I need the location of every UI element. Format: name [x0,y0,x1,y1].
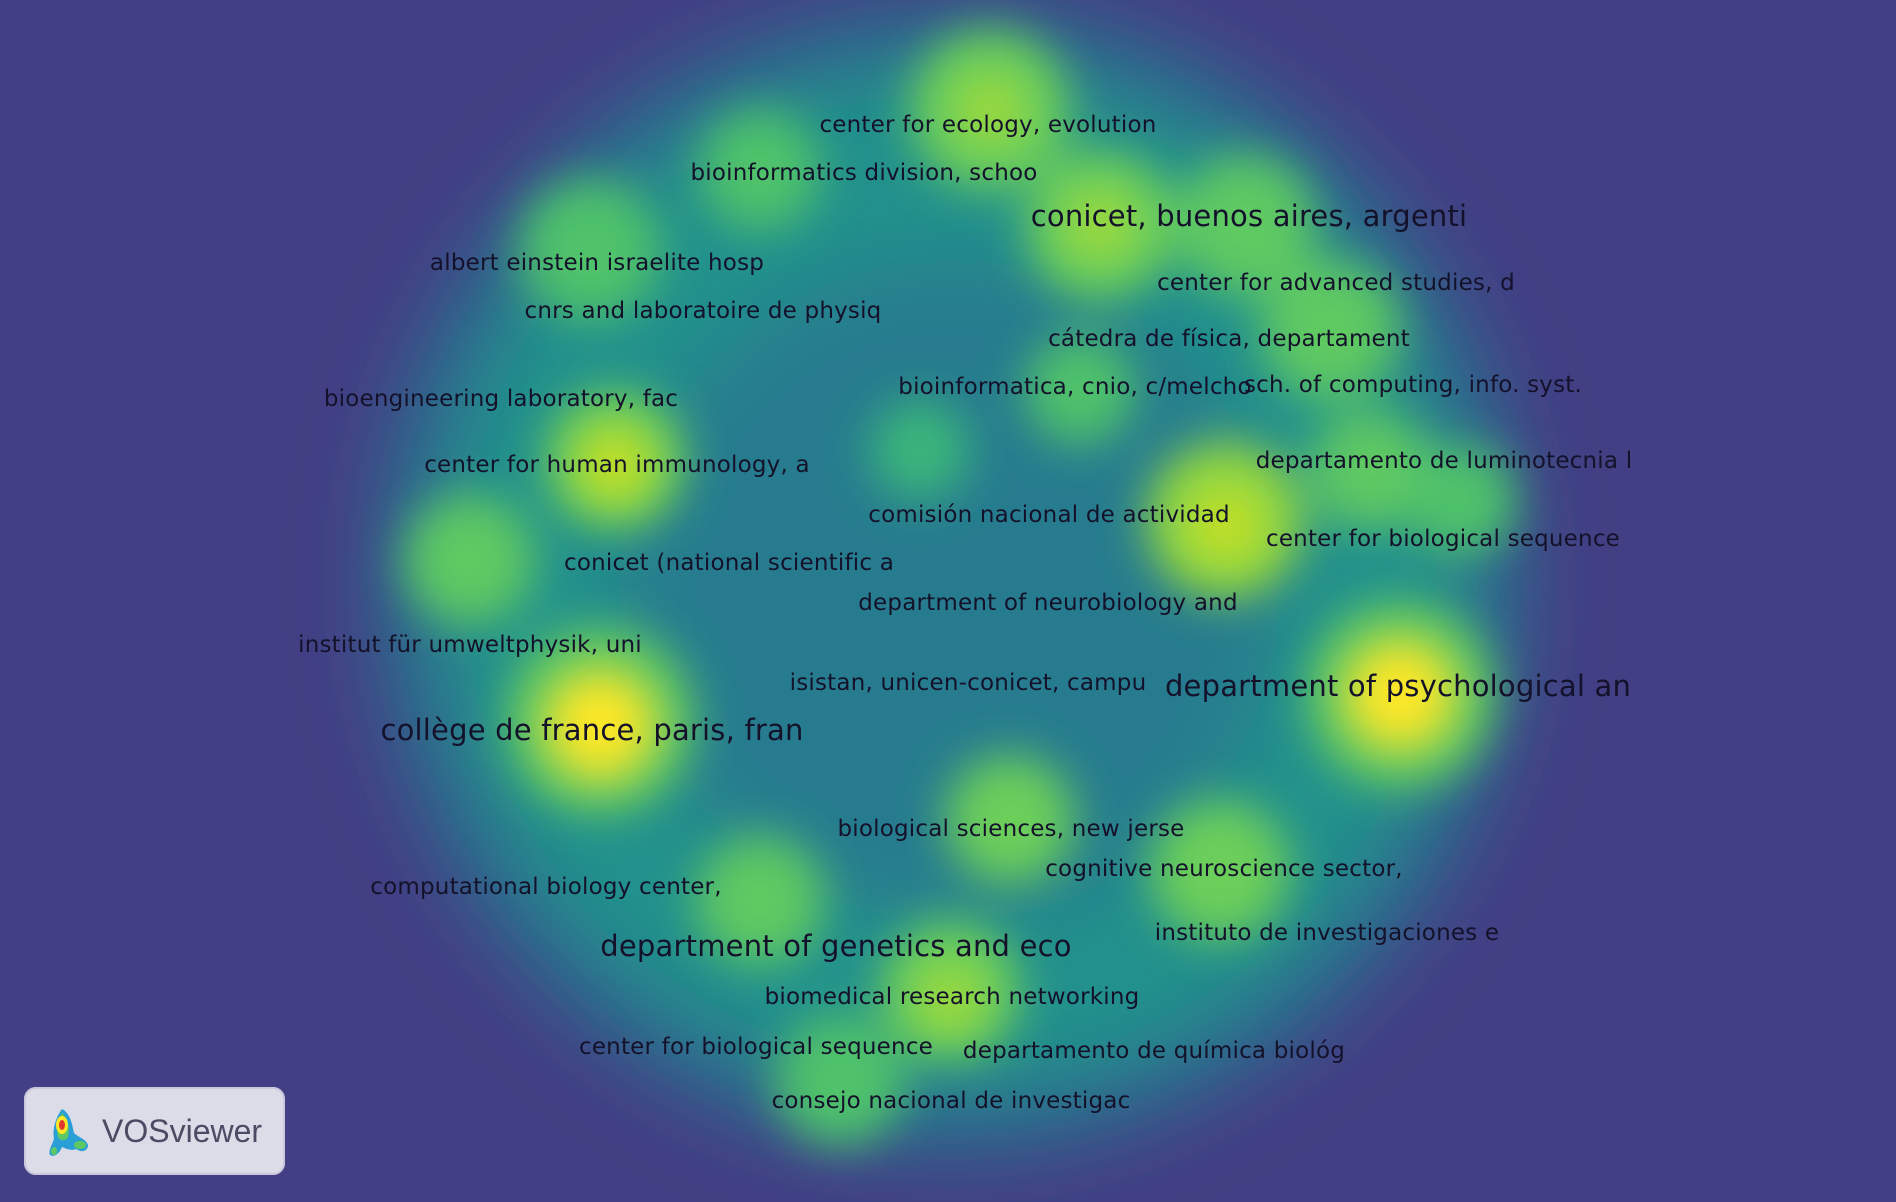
node-label[interactable]: department of genetics and eco [600,929,1072,963]
node-label[interactable]: computational biology center, [370,874,722,900]
node-label[interactable]: institut für umweltphysik, uni [298,632,642,658]
node-label[interactable]: isistan, unicen-conicet, campu [789,670,1147,696]
node-label[interactable]: departamento de química biológ [962,1038,1346,1064]
node-label[interactable]: center for biological sequence [1265,526,1621,552]
node-label[interactable]: department of neurobiology and [858,590,1238,616]
node-label[interactable]: albert einstein israelite hosp [429,250,765,276]
node-label[interactable]: sch. of computing, info. syst. [1243,372,1583,398]
node-label[interactable]: conicet (national scientific a [564,550,894,576]
vosviewer-logo-icon [49,1109,88,1156]
node-label[interactable]: bioengineering laboratory, fac [323,386,679,412]
node-label[interactable]: conicet, buenos aires, argenti [1030,199,1468,233]
node-label[interactable]: cátedra de física, departament [1048,326,1410,352]
node-label[interactable]: collège de france, paris, fran [380,713,804,747]
node-label[interactable]: instituto de investigaciones e [1154,920,1500,946]
vosviewer-logo-text: VOSviewer [102,1112,263,1149]
node-label[interactable]: bioinformatics division, schoo [690,160,1038,186]
node-label[interactable]: cognitive neuroscience sector, [1045,856,1403,882]
node-label[interactable]: center for biological sequence [578,1034,934,1060]
vosviewer-logo: VOSviewer [24,1087,285,1175]
node-label[interactable]: center for human immunology, a [424,452,810,478]
node-label[interactable]: center for advanced studies, d [1157,270,1515,296]
node-label[interactable]: bioinformatica, cnio, c/melcho [898,374,1252,400]
node-label[interactable]: department of psychological an [1164,669,1632,703]
node-label[interactable]: cnrs and laboratoire de physiq [524,298,882,324]
node-label[interactable]: biomedical research networking [764,984,1140,1010]
node-label[interactable]: departamento de luminotecnia l [1255,448,1633,474]
node-label[interactable]: consejo nacional de investigac [771,1088,1131,1114]
node-label[interactable]: biological sciences, new jerse [837,816,1185,842]
node-label[interactable]: center for ecology, evolution [819,112,1157,138]
node-label[interactable]: comisión nacional de actividad [868,502,1230,528]
